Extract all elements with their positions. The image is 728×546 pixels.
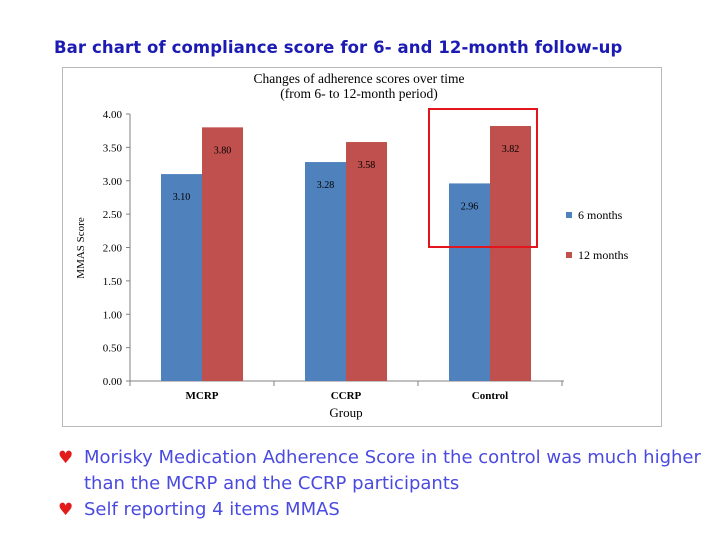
legend-swatch xyxy=(566,252,572,258)
bullet-text: Self reporting 4 items MMAS xyxy=(84,499,340,520)
x-tick-label: CCRP xyxy=(331,390,362,402)
bar xyxy=(346,142,387,381)
bar xyxy=(305,162,346,381)
legend: 6 months 12 months xyxy=(566,208,629,262)
bars: 3.10 3.80 3.28 3.58 2.96 3.82 xyxy=(161,126,531,381)
data-label: 3.10 xyxy=(173,192,191,203)
y-ticks: 0.00 0.50 1.00 1.50 2.00 2.50 3.00 3.50 4.00 xyxy=(103,109,130,388)
y-tick-label: 0.00 xyxy=(103,376,123,388)
slide-title: Bar chart of compliance score for 6- and… xyxy=(54,38,623,57)
y-tick-label: 2.00 xyxy=(103,243,123,255)
y-axis-label: MMAS Score xyxy=(75,217,87,279)
x-labels: MCRP CCRP Control xyxy=(129,381,563,402)
y-tick-label: 1.50 xyxy=(103,276,123,288)
y-tick-label: 3.00 xyxy=(103,176,123,188)
y-tick-label: 4.00 xyxy=(103,109,123,121)
heart-bullet-icon: ♥ xyxy=(58,448,74,468)
chart-title: Changes of adherence scores over time xyxy=(253,71,464,86)
bar xyxy=(490,126,531,381)
x-tick-label: MCRP xyxy=(186,390,219,402)
bullet-item: ♥ Morisky Medication Adherence Score in … xyxy=(58,445,723,497)
heart-bullet-icon: ♥ xyxy=(58,500,74,520)
chart-subtitle: (from 6- to 12-month period) xyxy=(280,86,437,101)
data-label: 3.58 xyxy=(358,160,376,171)
data-label: 3.80 xyxy=(214,145,232,156)
data-label: 3.28 xyxy=(317,180,335,191)
highlight-box xyxy=(428,108,538,249)
data-label: 2.96 xyxy=(461,201,479,212)
bullet-list: ♥ Morisky Medication Adherence Score in … xyxy=(58,445,723,523)
bar xyxy=(161,174,202,381)
x-tick-label: Control xyxy=(472,390,508,402)
bar-chart: Changes of adherence scores over time (f… xyxy=(62,67,662,427)
bar xyxy=(449,183,490,381)
y-tick-label: 3.50 xyxy=(103,142,123,154)
y-tick-label: 1.00 xyxy=(103,309,123,321)
legend-label: 12 months xyxy=(578,248,629,262)
legend-swatch xyxy=(566,212,572,218)
bullet-text: Morisky Medication Adherence Score in th… xyxy=(84,447,701,494)
y-tick-label: 0.50 xyxy=(103,343,123,355)
x-axis-label: Group xyxy=(329,405,362,420)
bar xyxy=(202,127,243,381)
bullet-item: ♥ Self reporting 4 items MMAS xyxy=(58,497,723,523)
y-tick-label: 2.50 xyxy=(103,209,123,221)
data-label: 3.82 xyxy=(502,144,520,155)
legend-label: 6 months xyxy=(578,208,623,222)
